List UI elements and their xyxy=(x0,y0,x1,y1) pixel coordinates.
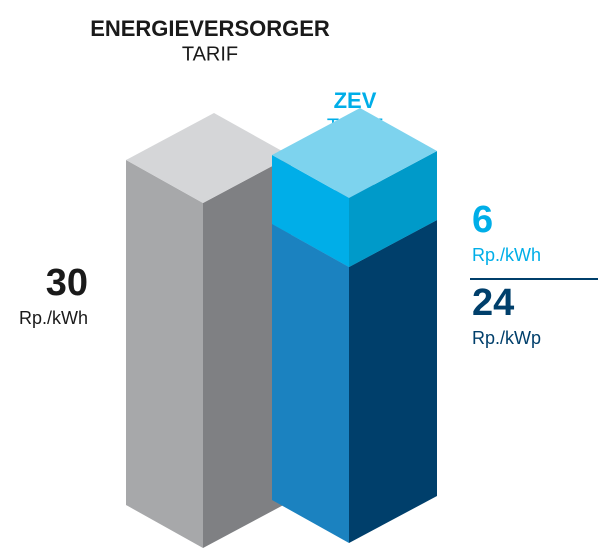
value-label: 6 xyxy=(472,199,493,241)
bar-side xyxy=(349,220,437,543)
value-label: 30 xyxy=(46,262,88,304)
bar-front xyxy=(272,224,349,543)
unit-label: Rp./kWh xyxy=(472,245,541,265)
bar-title: ZEV xyxy=(334,88,377,113)
bar-front xyxy=(126,160,203,548)
bar-top xyxy=(126,113,291,203)
bar-front xyxy=(272,155,349,267)
unit-label: Rp./kWp xyxy=(472,328,541,348)
bar-top xyxy=(272,108,437,198)
unit-label: Rp./kWh xyxy=(19,308,88,328)
bar-title: ENERGIEVERSORGER xyxy=(90,16,330,41)
bar-side xyxy=(203,156,291,548)
value-label: 24 xyxy=(472,282,514,324)
bar-side xyxy=(349,151,437,267)
bar-subtitle: TARIF xyxy=(182,43,238,65)
